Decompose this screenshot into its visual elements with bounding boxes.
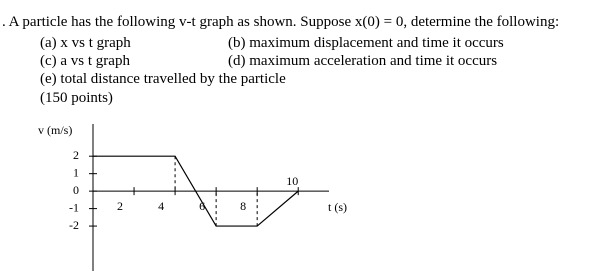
y-tick-label: -2	[69, 218, 79, 232]
line	[93, 155, 299, 227]
x-tick-label: 10	[286, 174, 298, 188]
part: (d) maximum acceleration and time it occ…	[228, 53, 498, 69]
y-tick-label: -1	[69, 200, 79, 214]
x-tick-label: 2	[117, 199, 123, 213]
y-tick-label: 0	[73, 183, 79, 197]
problem-intro: . A particle has the following v-t graph…	[2, 14, 560, 30]
x-tick-label: 4	[158, 199, 164, 213]
x-tick-label: 8	[240, 199, 246, 213]
y-tick-label: 2	[73, 148, 79, 162]
x-axis-label: t (s)	[328, 200, 347, 214]
part: (a) x vs t graph	[40, 35, 131, 51]
part: (c) a vs t graph	[40, 53, 130, 69]
y-tick-label: 1	[73, 165, 79, 179]
part: (e) total distance travelled by the part…	[40, 71, 286, 87]
part: (b) maximum displacement and time it occ…	[228, 35, 504, 51]
y-axis-label: v (m/s)	[38, 123, 72, 137]
x-tick-label: 6	[199, 199, 205, 213]
points: (150 points)	[40, 90, 113, 106]
